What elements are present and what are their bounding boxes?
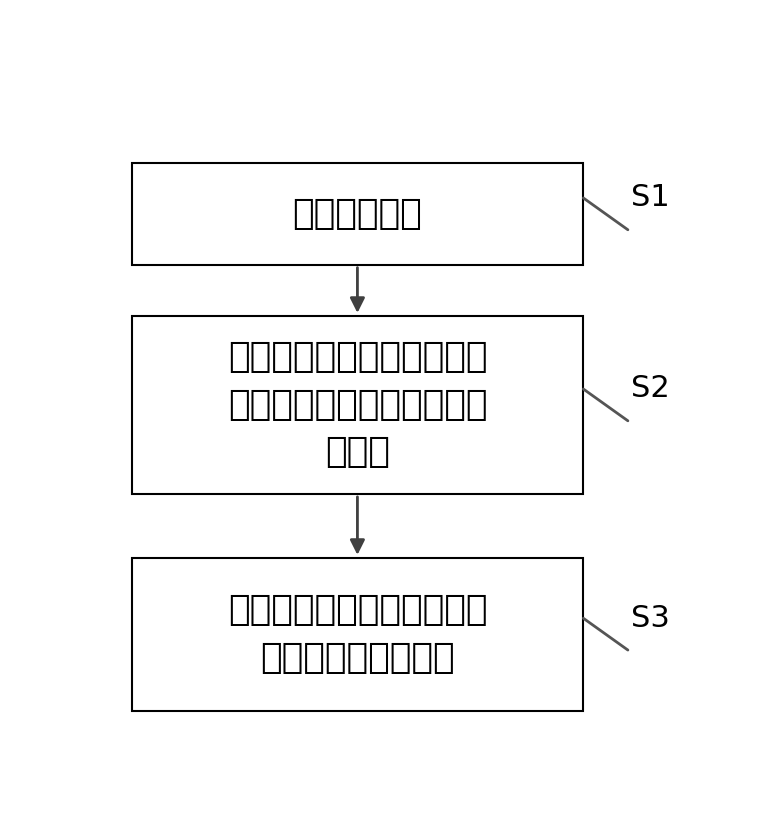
FancyBboxPatch shape (132, 163, 584, 265)
Text: S3: S3 (631, 604, 670, 633)
Text: S2: S2 (631, 375, 670, 404)
FancyBboxPatch shape (132, 316, 584, 494)
Text: 根据邻域模板对血流图像进
行邻域匹配分析，以得到匹
配模板: 根据邻域模板对血流图像进 行邻域匹配分析，以得到匹 配模板 (228, 341, 487, 470)
Text: 根据匹配模板对血流图像进
行各向异性平滑处理: 根据匹配模板对血流图像进 行各向异性平滑处理 (228, 594, 487, 675)
FancyBboxPatch shape (132, 557, 584, 710)
Text: 构建邻域模板: 构建邻域模板 (292, 197, 423, 231)
Text: S1: S1 (631, 184, 670, 213)
